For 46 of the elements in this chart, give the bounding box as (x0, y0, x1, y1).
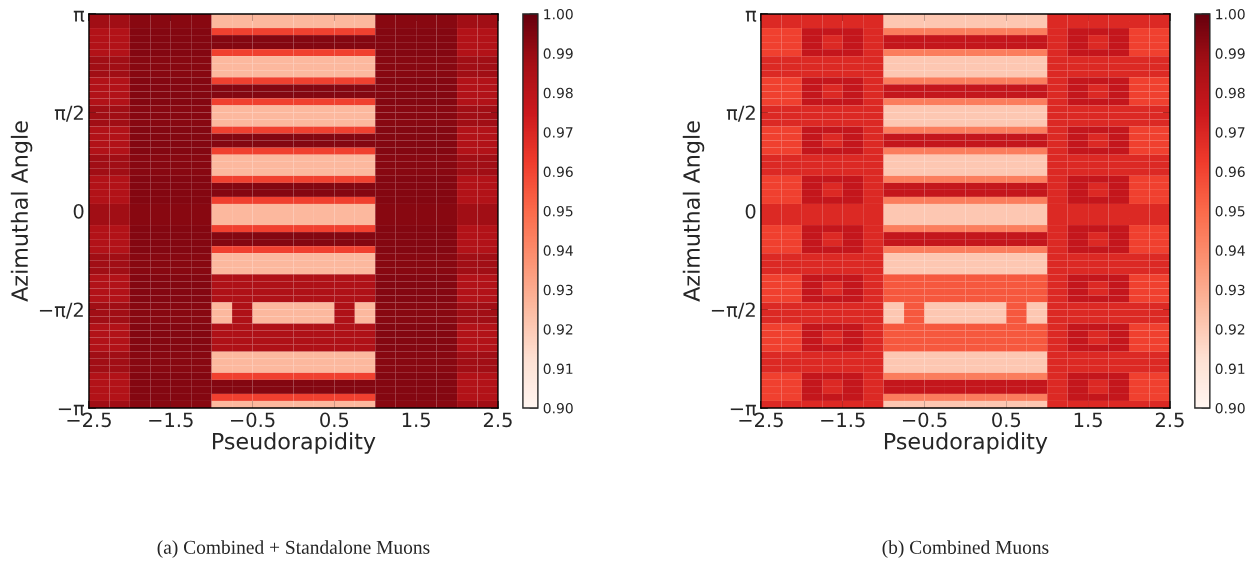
x-axis-title: Pseudorapidity (213, 432, 376, 454)
y-tick-label: π/2 (726, 105, 755, 122)
color-bar-label: 0.95 (543, 205, 573, 217)
color-bar-label: 0.91 (1215, 363, 1245, 375)
y-axis-title: Azimuthal Angle (682, 121, 705, 302)
color-bar-label: 0.98 (1215, 87, 1245, 99)
y-tick-label: π (745, 10, 757, 22)
color-bar-label: 0.97 (1215, 127, 1245, 138)
y-tick-label: −π/2 (39, 302, 83, 319)
color-bar-label: 0.90 (543, 402, 573, 414)
x-tick-label: 1.5 (402, 412, 430, 428)
x-axis-title: Pseudorapidity (884, 432, 1048, 454)
text: (a) Combined + Standalone Muons (157, 540, 430, 558)
x-tick-label: −0.5 (231, 412, 275, 428)
x-tick-label: 2.5 (483, 412, 512, 428)
y-tick-label: π (73, 10, 85, 22)
color-bar-label: 0.94 (543, 245, 573, 256)
x-tick-label: 1.5 (1074, 412, 1102, 428)
color-bar-label: 0.92 (543, 324, 573, 335)
x-tick-label: 0.5 (320, 412, 349, 428)
y-tick-label: π/2 (54, 105, 83, 122)
color-bar-label: 0.98 (543, 87, 573, 99)
color-bar-label: 1.00 (544, 8, 573, 20)
y-tick-label: 0 (73, 203, 84, 219)
color-bar-label: 0.93 (543, 284, 573, 296)
y-axis-title: Azimuthal Angle (10, 121, 33, 302)
color-bar-label: 0.96 (543, 166, 573, 178)
x-tick-label: 0.5 (992, 412, 1021, 428)
x-tick-label: 2.5 (1155, 412, 1184, 428)
text: (b) Combined Muons (882, 540, 1049, 558)
y-tick-label: −π/2 (711, 302, 755, 319)
x-tick-label: −1.5 (821, 412, 865, 428)
color-bar-label: 1.00 (1216, 8, 1245, 20)
color-bar-label: 0.99 (543, 48, 573, 59)
color-bar-label: 0.92 (1215, 324, 1245, 335)
x-tick-label: −0.5 (902, 412, 947, 428)
color-bar-label: 0.96 (1215, 166, 1245, 178)
color-bar-label: 0.99 (1215, 48, 1245, 59)
color-bar-label: 0.93 (1215, 284, 1245, 296)
color-bar-label: 0.91 (543, 363, 573, 375)
color-bar-label: 0.97 (543, 127, 573, 138)
color-bar-label: 0.94 (1215, 245, 1245, 256)
y-tick-label: 0 (745, 203, 756, 219)
color-bar-label: 0.95 (1215, 205, 1245, 217)
color-bar-label: 0.90 (1215, 402, 1245, 414)
x-tick-label: −1.5 (149, 412, 193, 428)
